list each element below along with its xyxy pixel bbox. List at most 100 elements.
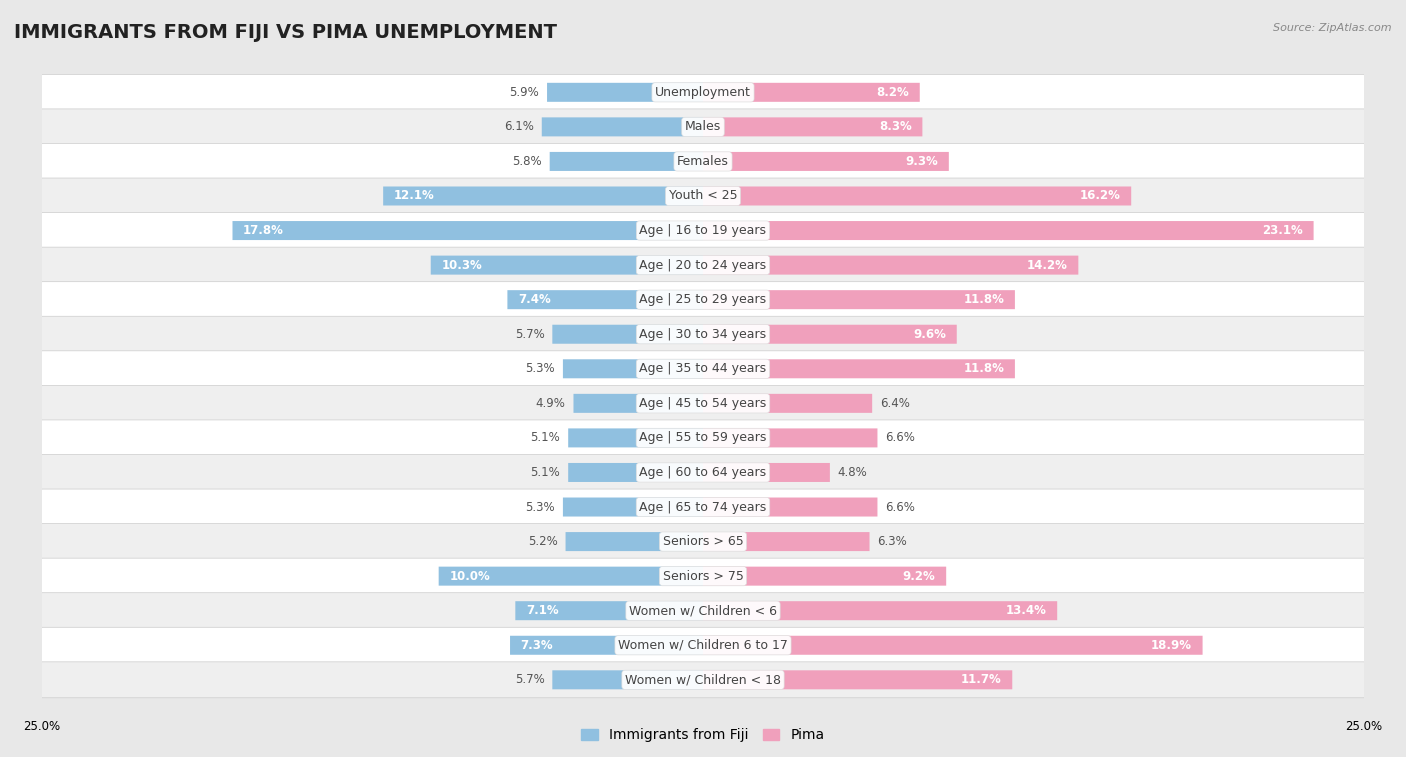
FancyBboxPatch shape [42, 144, 1364, 179]
Text: Source: ZipAtlas.com: Source: ZipAtlas.com [1274, 23, 1392, 33]
Text: 17.8%: 17.8% [243, 224, 284, 237]
FancyBboxPatch shape [568, 428, 703, 447]
FancyBboxPatch shape [568, 463, 703, 482]
Text: 9.2%: 9.2% [903, 570, 935, 583]
FancyBboxPatch shape [42, 593, 1364, 628]
FancyBboxPatch shape [430, 256, 703, 275]
FancyBboxPatch shape [565, 532, 703, 551]
FancyBboxPatch shape [562, 497, 703, 516]
Text: Age | 60 to 64 years: Age | 60 to 64 years [640, 466, 766, 479]
Text: 11.8%: 11.8% [963, 363, 1004, 375]
Text: 5.9%: 5.9% [509, 86, 538, 99]
Text: Youth < 25: Youth < 25 [669, 189, 737, 202]
FancyBboxPatch shape [42, 524, 1364, 559]
FancyBboxPatch shape [42, 558, 1364, 594]
FancyBboxPatch shape [42, 489, 1364, 525]
Text: Females: Females [678, 155, 728, 168]
Text: 10.3%: 10.3% [441, 259, 482, 272]
Text: Unemployment: Unemployment [655, 86, 751, 99]
Text: 14.2%: 14.2% [1026, 259, 1067, 272]
FancyBboxPatch shape [703, 186, 1132, 205]
Text: Age | 45 to 54 years: Age | 45 to 54 years [640, 397, 766, 410]
Text: Age | 55 to 59 years: Age | 55 to 59 years [640, 431, 766, 444]
Text: 18.9%: 18.9% [1152, 639, 1192, 652]
Text: 6.6%: 6.6% [886, 500, 915, 513]
Text: Age | 30 to 34 years: Age | 30 to 34 years [640, 328, 766, 341]
FancyBboxPatch shape [703, 601, 1057, 620]
Text: 13.4%: 13.4% [1005, 604, 1046, 617]
Legend: Immigrants from Fiji, Pima: Immigrants from Fiji, Pima [576, 723, 830, 748]
Text: 6.6%: 6.6% [886, 431, 915, 444]
FancyBboxPatch shape [42, 628, 1364, 663]
Text: 5.7%: 5.7% [515, 673, 544, 687]
Text: 5.1%: 5.1% [530, 431, 560, 444]
Text: Women w/ Children < 6: Women w/ Children < 6 [628, 604, 778, 617]
FancyBboxPatch shape [516, 601, 703, 620]
FancyBboxPatch shape [703, 463, 830, 482]
Text: Seniors > 65: Seniors > 65 [662, 535, 744, 548]
FancyBboxPatch shape [42, 350, 1364, 387]
Text: 8.2%: 8.2% [876, 86, 910, 99]
FancyBboxPatch shape [703, 83, 920, 102]
FancyBboxPatch shape [42, 385, 1364, 422]
Text: 7.1%: 7.1% [526, 604, 558, 617]
Text: 5.2%: 5.2% [527, 535, 558, 548]
Text: 11.8%: 11.8% [963, 293, 1004, 306]
FancyBboxPatch shape [42, 316, 1364, 352]
FancyBboxPatch shape [703, 532, 869, 551]
FancyBboxPatch shape [703, 290, 1015, 309]
FancyBboxPatch shape [42, 109, 1364, 145]
FancyBboxPatch shape [42, 213, 1364, 248]
Text: Age | 35 to 44 years: Age | 35 to 44 years [640, 363, 766, 375]
FancyBboxPatch shape [510, 636, 703, 655]
Text: 11.7%: 11.7% [960, 673, 1001, 687]
Text: IMMIGRANTS FROM FIJI VS PIMA UNEMPLOYMENT: IMMIGRANTS FROM FIJI VS PIMA UNEMPLOYMEN… [14, 23, 557, 42]
FancyBboxPatch shape [42, 74, 1364, 111]
FancyBboxPatch shape [703, 670, 1012, 690]
FancyBboxPatch shape [541, 117, 703, 136]
Text: 12.1%: 12.1% [394, 189, 434, 202]
Text: Age | 16 to 19 years: Age | 16 to 19 years [640, 224, 766, 237]
Text: 5.1%: 5.1% [530, 466, 560, 479]
Text: 5.3%: 5.3% [526, 500, 555, 513]
Text: 23.1%: 23.1% [1263, 224, 1303, 237]
Text: Males: Males [685, 120, 721, 133]
FancyBboxPatch shape [553, 325, 703, 344]
FancyBboxPatch shape [703, 360, 1015, 378]
Text: 9.6%: 9.6% [914, 328, 946, 341]
FancyBboxPatch shape [562, 360, 703, 378]
Text: 4.9%: 4.9% [536, 397, 565, 410]
FancyBboxPatch shape [42, 247, 1364, 283]
Text: 6.1%: 6.1% [503, 120, 534, 133]
Text: 6.4%: 6.4% [880, 397, 910, 410]
FancyBboxPatch shape [703, 325, 956, 344]
Text: Age | 25 to 29 years: Age | 25 to 29 years [640, 293, 766, 306]
FancyBboxPatch shape [703, 497, 877, 516]
Text: 7.3%: 7.3% [520, 639, 553, 652]
Text: 7.4%: 7.4% [517, 293, 551, 306]
FancyBboxPatch shape [703, 256, 1078, 275]
Text: 5.3%: 5.3% [526, 363, 555, 375]
Text: Age | 20 to 24 years: Age | 20 to 24 years [640, 259, 766, 272]
Text: 5.8%: 5.8% [512, 155, 541, 168]
FancyBboxPatch shape [574, 394, 703, 413]
Text: 8.3%: 8.3% [879, 120, 912, 133]
Text: Age | 65 to 74 years: Age | 65 to 74 years [640, 500, 766, 513]
FancyBboxPatch shape [550, 152, 703, 171]
Text: 4.8%: 4.8% [838, 466, 868, 479]
FancyBboxPatch shape [232, 221, 703, 240]
FancyBboxPatch shape [42, 282, 1364, 318]
Text: Women w/ Children 6 to 17: Women w/ Children 6 to 17 [619, 639, 787, 652]
Text: 6.3%: 6.3% [877, 535, 907, 548]
FancyBboxPatch shape [42, 178, 1364, 214]
Text: 10.0%: 10.0% [450, 570, 491, 583]
FancyBboxPatch shape [703, 636, 1202, 655]
FancyBboxPatch shape [508, 290, 703, 309]
Text: Seniors > 75: Seniors > 75 [662, 570, 744, 583]
FancyBboxPatch shape [703, 428, 877, 447]
Text: 5.7%: 5.7% [515, 328, 544, 341]
FancyBboxPatch shape [439, 567, 703, 586]
FancyBboxPatch shape [42, 662, 1364, 698]
FancyBboxPatch shape [547, 83, 703, 102]
FancyBboxPatch shape [703, 117, 922, 136]
